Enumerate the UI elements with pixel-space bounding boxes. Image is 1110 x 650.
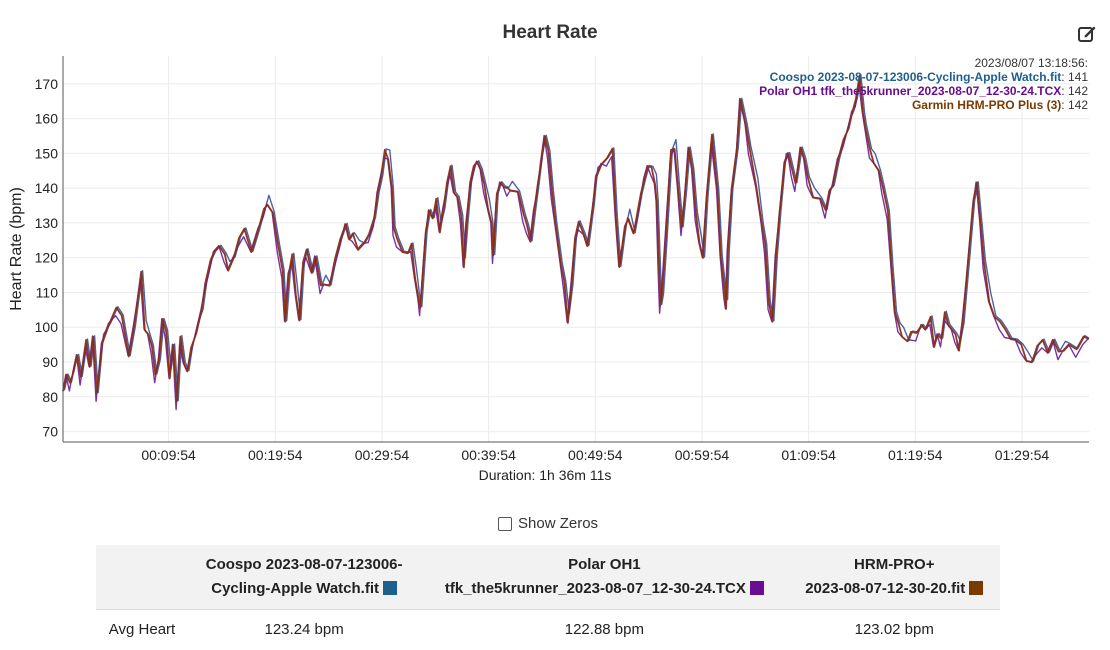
legend-series-value: : 141 <box>1061 70 1088 84</box>
summary-header-line2: 2023-08-07-12-30-20.fit <box>795 577 995 601</box>
avg-hr-polar: 122.88 bpm <box>564 621 644 638</box>
x-tick-label: 00:59:54 <box>675 447 730 463</box>
x-axis-title: Duration: 1h 36m 11s <box>479 467 612 483</box>
summary-header-line1: HRM-PRO+ <box>854 556 935 573</box>
summary-header-coospo: Coospo 2023-08-07-123006- Cycling-Apple … <box>188 545 421 610</box>
x-tick-label: 00:29:54 <box>355 447 410 463</box>
y-tick-label: 70 <box>42 424 58 440</box>
legend-entry: Coospo 2023-08-07-123006-Cycling-Apple W… <box>770 70 1089 84</box>
x-tick-label: 01:19:54 <box>888 447 943 463</box>
hrmpro-color-swatch <box>969 581 984 595</box>
y-tick-label: 110 <box>36 284 59 300</box>
legend: 2023/08/07 13:18:56:Coospo 2023-08-07-12… <box>759 56 1088 112</box>
legend-entry: Polar OH1 tfk_the5krunner_2023-08-07_12-… <box>759 84 1088 98</box>
summary-header-polar: Polar OH1 tfk_the5krunner_2023-08-07_12-… <box>420 545 789 610</box>
coospo-color-swatch <box>383 581 398 595</box>
row-label: Avg Heart <box>108 621 176 638</box>
legend-series-name: Coospo 2023-08-07-123006-Cycling-Apple W… <box>770 70 1062 84</box>
avg-hr-hrmpro: 123.02 bpm <box>854 621 934 638</box>
show-zeros-label: Show Zeros <box>518 515 599 532</box>
y-tick-label: 150 <box>35 145 59 161</box>
y-axis-title: Heart Rate (bpm) <box>8 187 25 311</box>
table-row: Avg Heart 123.24 bpm 122.88 bpm 123.02 b… <box>96 610 1000 650</box>
summary-header-hrmpro: HRM-PRO+ 2023-08-07-12-30-20.fit <box>788 545 1000 610</box>
legend-series-value: : 142 <box>1061 84 1088 98</box>
y-tick-label: 140 <box>35 180 59 196</box>
x-tick-label: 01:09:54 <box>781 447 836 463</box>
summary-table: Coospo 2023-08-07-123006- Cycling-Apple … <box>96 545 1000 650</box>
y-tick-label: 120 <box>35 250 59 266</box>
y-tick-label: 100 <box>35 319 59 335</box>
legend-series-name: Garmin HRM-PRO Plus (3) <box>912 98 1061 112</box>
y-tick-label: 130 <box>35 215 59 231</box>
x-tick-label: 01:29:54 <box>995 447 1050 463</box>
summary-header-line1: Coospo 2023-08-07-123006- <box>205 556 403 573</box>
heart-rate-chart: 70 80 90 100 110 120 130 140 150 160 170 00:09:54 00… <box>8 56 1090 483</box>
summary-header-row: Coospo 2023-08-07-123006- Cycling-Apple … <box>96 545 1000 610</box>
edit-icon[interactable] <box>1077 24 1097 44</box>
summary-header-blank <box>96 545 188 610</box>
x-tick-label: 00:09:54 <box>141 447 196 463</box>
summary-header-line2: tfk_the5krunner_2023-08-07_12-30-24.TCX <box>426 577 782 601</box>
y-tick-label: 80 <box>42 389 58 405</box>
chart-title: Heart Rate <box>502 22 598 43</box>
y-tick-label: 170 <box>35 76 59 92</box>
axes: 70 80 90 100 110 120 130 140 150 160 170 00:09:54 00… <box>35 56 1089 463</box>
y-tick-label: 90 <box>42 354 58 370</box>
x-tick-label: 00:19:54 <box>248 447 303 463</box>
series-lines <box>62 74 1090 411</box>
avg-hr-coospo: 123.24 bpm <box>264 621 344 638</box>
x-tick-label: 00:39:54 <box>461 447 516 463</box>
series-line-3 <box>62 74 1090 403</box>
y-tick-label: 160 <box>35 111 59 127</box>
legend-series-value: : 142 <box>1061 98 1088 112</box>
summary-header-line1: Polar OH1 <box>568 556 641 573</box>
show-zeros-toggle[interactable]: Show Zeros <box>498 515 598 532</box>
legend-timestamp: 2023/08/07 13:18:56: <box>975 56 1088 70</box>
legend-entry: Garmin HRM-PRO Plus (3): 142 <box>912 98 1088 112</box>
x-tick-label: 00:49:54 <box>568 447 623 463</box>
legend-series-name: Polar OH1 tfk_the5krunner_2023-08-07_12-… <box>759 84 1061 98</box>
polar-color-swatch <box>749 581 764 595</box>
show-zeros-checkbox[interactable] <box>498 516 512 531</box>
summary-header-line2: Cycling-Apple Watch.fit <box>194 577 414 601</box>
